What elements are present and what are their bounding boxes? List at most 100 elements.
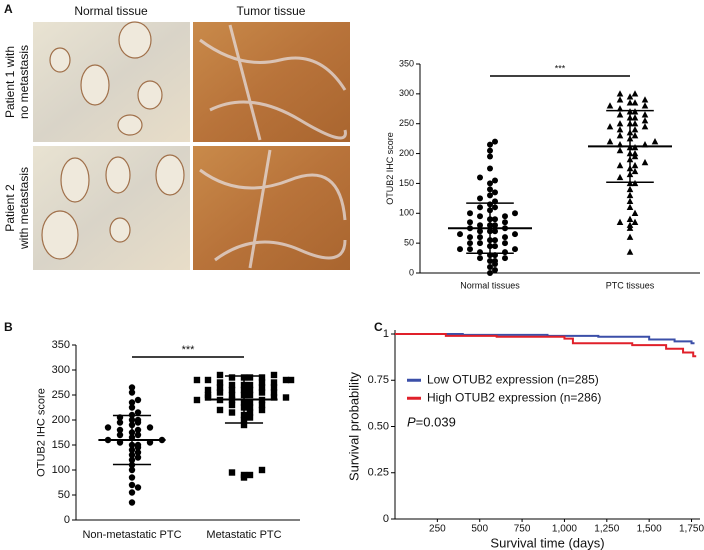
normal-image: [33, 22, 190, 142]
data-point: [228, 386, 236, 394]
data-point: [477, 240, 483, 247]
data-point: [487, 264, 493, 271]
data-point: [104, 424, 112, 431]
data-point: [487, 186, 493, 193]
y-tick-label: 150: [52, 439, 70, 451]
data-point: [512, 246, 518, 253]
data-point: [246, 391, 254, 399]
data-point: [631, 149, 639, 157]
data-point: [477, 228, 483, 235]
data-point: [631, 209, 639, 216]
x-tick-label: PTC tissues: [606, 280, 655, 290]
data-point: [477, 195, 483, 202]
data-point: [631, 167, 639, 175]
data-point: [228, 469, 236, 476]
data-point: [246, 386, 254, 394]
data-point: [128, 474, 136, 481]
p-symbol: P: [407, 415, 416, 430]
panel-label: B: [4, 320, 13, 334]
data-point: [246, 381, 254, 389]
survival-curve: [395, 333, 697, 358]
data-point: [626, 203, 634, 211]
data-point: [641, 158, 649, 166]
tumor-image: [193, 22, 350, 142]
data-point: [128, 481, 136, 489]
data-point: [492, 189, 498, 196]
data-point: [258, 374, 266, 381]
data-point: [116, 431, 124, 439]
data-point: [631, 161, 639, 169]
data-point: [228, 401, 236, 409]
x-tick-label: 1,750: [679, 524, 704, 535]
data-point: [467, 219, 473, 226]
data-point: [626, 197, 634, 205]
data-point: [616, 146, 624, 154]
data-point: [641, 117, 649, 124]
data-point: [477, 204, 483, 211]
data-point: [631, 132, 639, 139]
y-tick-label: 350: [52, 339, 70, 351]
data-point: [477, 255, 483, 262]
data-point: [128, 499, 136, 506]
data-point: [128, 384, 136, 391]
data-point: [616, 90, 624, 97]
data-point: [116, 419, 124, 426]
data-point: [626, 99, 634, 106]
data-point: [492, 258, 498, 265]
x-axis-label: Survival time (days): [490, 535, 604, 550]
y-tick-label: 0.50: [368, 420, 389, 432]
data-point: [502, 219, 508, 226]
x-tick-label: Normal tissues: [460, 280, 520, 290]
data-point: [128, 404, 136, 411]
p-text: =0.039: [416, 415, 456, 430]
data-point: [134, 426, 142, 434]
data-point: [216, 371, 224, 379]
data-point: [641, 111, 649, 118]
x-tick-label: 1,000: [552, 524, 577, 535]
data-point: [467, 240, 473, 247]
data-point: [616, 126, 624, 133]
y-tick-label: 200: [52, 414, 70, 426]
data-point: [487, 270, 493, 276]
data-point: [487, 153, 493, 160]
data-point: [477, 222, 483, 229]
data-point: [631, 126, 639, 133]
legend-label: Low OTUB2 expression (n=285): [427, 372, 599, 386]
legend-label: High OTUB2 expression (n=286): [427, 390, 601, 404]
data-point: [492, 228, 498, 235]
data-point: [134, 484, 142, 491]
data-point: [258, 401, 266, 409]
y-tick-label: 100: [52, 464, 70, 476]
data-point: [193, 376, 201, 384]
y-tick-label: 0: [383, 513, 389, 525]
data-point: [258, 379, 266, 386]
data-point: [631, 120, 639, 127]
data-point: [631, 99, 639, 106]
data-point: [204, 391, 212, 399]
y-tick-label: 0: [409, 267, 414, 277]
x-tick-label: 500: [471, 524, 488, 535]
data-point: [616, 111, 624, 118]
y-tick-label: 250: [399, 118, 414, 128]
data-point: [216, 379, 224, 386]
data-point: [616, 96, 624, 103]
data-point: [641, 102, 649, 109]
data-point: [616, 218, 624, 225]
data-point: [467, 246, 473, 253]
data-point: [487, 147, 493, 154]
y-tick-label: 200: [399, 148, 414, 158]
y-tick-label: 0.75: [368, 374, 389, 386]
data-point: [641, 123, 649, 130]
data-point: [270, 389, 278, 396]
y-tick-label: 150: [399, 178, 414, 188]
data-point: [270, 371, 278, 379]
data-point: [616, 161, 624, 169]
panel-label: C: [374, 320, 383, 334]
data-point: [626, 191, 634, 199]
y-tick-label: 250: [52, 389, 70, 401]
data-point: [457, 246, 463, 253]
y-tick-label: 300: [399, 88, 414, 98]
data-point: [492, 204, 498, 211]
data-point: [487, 258, 493, 265]
y-tick-label: 50: [58, 489, 70, 501]
